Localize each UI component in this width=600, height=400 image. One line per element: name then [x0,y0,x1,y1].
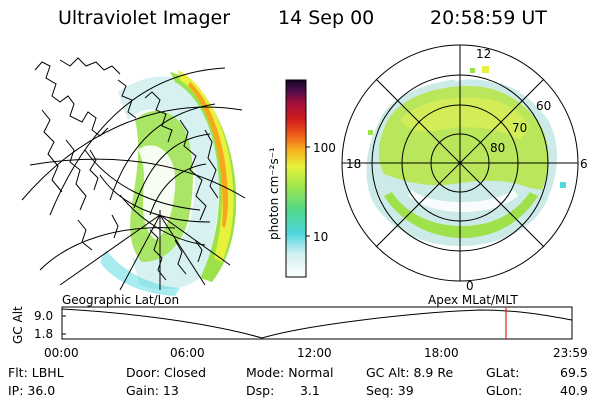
time-label-1800: 18:00 [424,346,459,360]
glat-value: 69.5 [560,365,588,380]
altitude-plot: Geographic Lat/Lon Apex MLat/MLT 9.0 1.8… [11,293,588,360]
colorbar: 100 10 photon cm⁻²s⁻¹ [267,79,336,278]
time-label-0000: 00:00 [44,346,79,360]
lat-label-70: 70 [512,121,527,135]
aurora-polar [366,66,566,246]
polar-grid [341,44,579,282]
geo-grid [21,67,246,291]
mlt-label-6: 6 [580,157,588,171]
time-label: 20:58:59 UT [430,7,547,29]
mlt-label-12: 12 [476,47,491,61]
geo-panel-label: Geographic Lat/Lon [62,293,179,307]
door-info: Door: Closed [126,365,207,380]
lat-label-80: 80 [490,141,505,155]
time-label-0600: 06:00 [170,346,205,360]
seq-info: Seq: 39 [366,383,414,398]
mlt-label-18: 18 [346,157,361,171]
coastlines [34,57,219,281]
filter-info: Flt: LBHL [8,365,64,380]
alt-tick-9: 9.0 [34,309,53,323]
colorbar-unit-label: photon cm⁻²s⁻¹ [267,147,281,240]
mode-info: Mode: Normal [246,365,334,380]
colorbar-tick-label-10: 10 [313,230,328,244]
glon-value: 40.9 [560,383,588,398]
polar-panel-label: Apex MLat/MLT [428,293,518,307]
mlt-label-0: 0 [466,279,474,293]
geographic-map [21,57,246,296]
lat-label-60: 60 [536,99,551,113]
dsp-value: 3.1 [300,383,320,398]
dsp-label: Dsp: [246,383,275,398]
gain-info: Gain: 13 [126,383,179,398]
alt-axis-label: GC Alt [11,306,25,344]
aurora-geo [100,70,237,296]
date-label: 14 Sep 00 [278,7,375,29]
time-label-1200: 12:00 [297,346,332,360]
instrument-title: Ultraviolet Imager [58,7,231,29]
altitude-curve [61,308,573,339]
glat-label: GLat: [486,365,520,380]
glon-label: GLon: [486,383,523,398]
colorbar-tick-label-100: 100 [313,141,336,155]
ip-info: IP: 36.0 [8,383,56,398]
colorbar-scale [285,79,307,278]
polar-plot: 12 18 6 0 60 70 80 [341,44,588,293]
time-label-2359: 23:59 [553,346,588,360]
alt-tick-1-8: 1.8 [34,327,53,341]
altitude-plot-frame [61,306,573,340]
gc-alt-info: GC Alt: 8.9 Re [366,365,454,380]
